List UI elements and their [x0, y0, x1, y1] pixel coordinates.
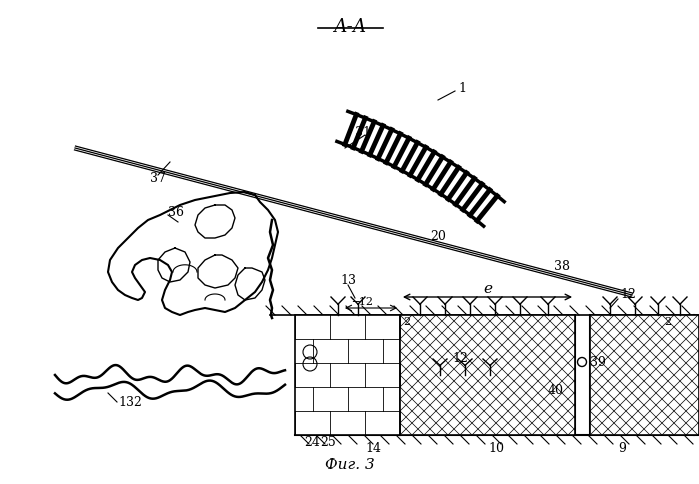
- Text: ─12: ─12: [352, 297, 373, 307]
- Text: 36: 36: [168, 206, 184, 218]
- Text: 132: 132: [118, 396, 142, 409]
- Text: 12: 12: [620, 288, 636, 302]
- Text: 2: 2: [664, 317, 671, 327]
- Text: 37: 37: [150, 171, 166, 184]
- Text: 25: 25: [320, 437, 336, 450]
- Text: 1: 1: [458, 81, 466, 94]
- Text: е: е: [483, 282, 492, 296]
- Polygon shape: [108, 192, 278, 315]
- Text: 10: 10: [488, 441, 504, 454]
- Text: 38: 38: [554, 260, 570, 273]
- Bar: [590, 315, 699, 435]
- Text: 40: 40: [548, 383, 564, 396]
- Text: 13: 13: [340, 273, 356, 287]
- Text: 14: 14: [365, 441, 381, 454]
- Text: 9: 9: [618, 441, 626, 454]
- Text: 2: 2: [403, 317, 410, 327]
- Bar: [400, 315, 575, 435]
- Text: 20: 20: [430, 230, 446, 243]
- Text: 12: 12: [452, 351, 468, 364]
- Text: 39: 39: [590, 356, 606, 368]
- Text: 31: 31: [355, 125, 371, 138]
- Text: Фиг. 3: Фиг. 3: [325, 458, 375, 472]
- Bar: [295, 315, 400, 435]
- Text: 24: 24: [304, 437, 320, 450]
- Text: А-А: А-А: [333, 18, 367, 36]
